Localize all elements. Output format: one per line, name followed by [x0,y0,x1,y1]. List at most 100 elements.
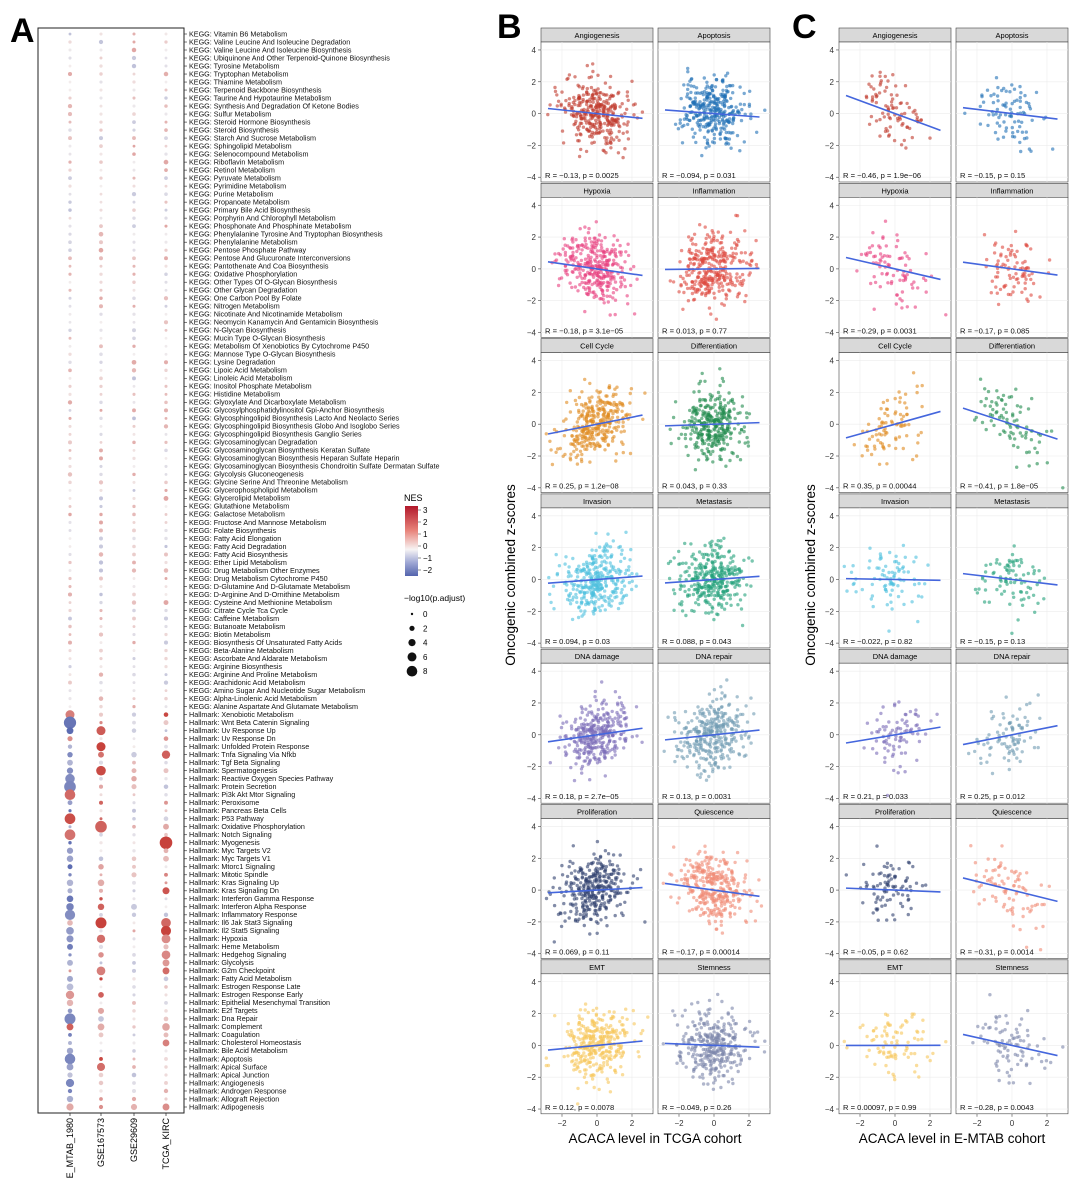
nes-dot [164,32,168,36]
scatter-point [604,548,608,552]
scatter-point [732,116,736,120]
scatter-point [591,724,595,728]
nes-dot [163,496,169,501]
scatter-point [586,246,590,250]
scatter-point [626,242,630,246]
nes-dot [132,520,136,524]
scatter-point [594,595,598,599]
scatter-point [592,567,596,571]
scatter-point [615,415,620,419]
scatter-point [703,379,707,383]
scatter-point [578,568,583,572]
scatter-point [625,94,629,98]
scatter-point [728,277,733,282]
scatter-point [694,760,699,764]
scatter-point [638,867,643,872]
scatter-point [671,280,676,284]
scatter-point [605,885,609,889]
scatter-point [603,849,608,853]
scatter-point [725,722,730,726]
nes-dot [132,1017,136,1021]
scatter-point [735,272,739,276]
scatter-point [695,121,699,125]
scatter-point [696,705,700,709]
scatter-point [694,558,698,562]
scatter-point [727,137,732,141]
scatter-point [738,275,742,279]
scatter-point [710,250,715,255]
pathway-label: KEGG: Glyoxylate And Dicarboxylate Metab… [189,398,346,407]
scatter-point [698,429,703,434]
scatter-point [589,444,593,448]
pathway-label: Hallmark: Apoptosis [189,1054,253,1063]
scatter-point [717,406,722,410]
scatter-point [626,120,630,124]
scatter-point [573,285,578,289]
nes-dot [163,640,169,645]
scatter-point [589,249,593,254]
scatter-point [597,115,602,119]
scatter-point [591,69,595,74]
scatter-point [726,880,730,885]
nes-dot [68,680,72,685]
pathway-label: Hallmark: Interferon Gamma Response [189,894,314,903]
nes-dot [65,710,75,720]
scatter-point [626,253,631,258]
nes-dot [96,742,106,752]
scatter-point [575,588,579,592]
nes-dot [68,48,72,52]
scatter-point [745,720,750,724]
pathway-label: KEGG: Inositol Phosphate Metabolism [189,382,312,391]
scatter-point [738,431,742,435]
scatter-point [695,716,699,720]
scatter-point [710,560,714,564]
scatter-point [601,707,605,711]
scatter-point [582,907,586,912]
scatter-point [634,705,639,709]
scatter-point [604,879,608,884]
scatter-point [697,249,701,253]
scatter-point [593,447,597,451]
nes-dot [67,888,73,894]
nes-dot [164,1001,168,1005]
scatter-point [725,84,729,89]
nes-tick-label: 0 [423,542,428,551]
pathway-label: Hallmark: Estrogen Response Early [189,990,303,999]
scatter-point [632,264,636,269]
scatter-point [715,238,719,243]
nes-dot [131,728,137,733]
scatter-point [720,691,724,695]
nes-dot [68,528,72,532]
scatter-point [721,745,725,749]
scatter-point [683,436,688,441]
scatter-point [571,270,575,274]
scatter-point [684,270,689,274]
nes-dot [164,136,168,140]
scatter-point [587,899,592,903]
scatter-point [727,83,732,88]
scatter-point [714,927,718,931]
scatter-point [565,874,570,879]
scatter-point [705,116,710,120]
scatter-point [566,244,570,248]
pathway-label: Hallmark: Hypoxia [189,934,247,943]
scatter-point [729,750,733,754]
nes-dot [132,1049,136,1053]
scatter-point [593,292,597,297]
scatter-point [713,586,718,590]
scatter-point [694,413,698,417]
scatter-point [716,543,720,547]
pathway-label: KEGG: Steroid Biosynthesis [189,125,279,134]
scatter-point [597,554,602,559]
scatter-point [682,83,686,87]
scatter-point [623,711,627,715]
nes-dot [132,496,136,501]
scatter-point [704,611,708,615]
nes-dot [164,480,168,485]
nes-dot [162,1039,170,1047]
scatter-point [608,894,612,898]
scatter-point [710,283,714,287]
nes-dot [68,464,72,468]
nes-dot [99,72,103,76]
